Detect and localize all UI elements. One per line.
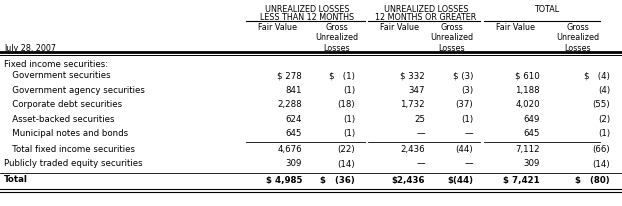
Text: 841: 841 <box>285 85 302 95</box>
Text: Fair Value: Fair Value <box>381 23 419 32</box>
Text: 25: 25 <box>414 115 425 124</box>
Text: 4,676: 4,676 <box>277 145 302 154</box>
Text: (44): (44) <box>455 145 473 154</box>
Text: (66): (66) <box>592 145 610 154</box>
Text: $ (3): $ (3) <box>453 71 473 80</box>
Text: 12 MONTHS OR GREATER: 12 MONTHS OR GREATER <box>375 13 476 22</box>
Text: —: — <box>416 159 425 169</box>
Text: (37): (37) <box>455 100 473 109</box>
Text: Gross
Unrealized
Losses: Gross Unrealized Losses <box>315 23 358 53</box>
Text: (14): (14) <box>337 159 355 169</box>
Text: 645: 645 <box>524 129 540 138</box>
Text: Fair Value: Fair Value <box>496 23 536 32</box>
Text: Publicly traded equity securities: Publicly traded equity securities <box>4 159 142 169</box>
Text: (3): (3) <box>461 85 473 95</box>
Text: 2,288: 2,288 <box>277 100 302 109</box>
Text: (1): (1) <box>598 129 610 138</box>
Text: (1): (1) <box>343 115 355 124</box>
Text: Total: Total <box>4 176 28 185</box>
Text: 4,020: 4,020 <box>516 100 540 109</box>
Text: —: — <box>465 159 473 169</box>
Text: (1): (1) <box>461 115 473 124</box>
Text: (18): (18) <box>337 100 355 109</box>
Text: LESS THAN 12 MONTHS: LESS THAN 12 MONTHS <box>261 13 355 22</box>
Text: Total fixed income securities: Total fixed income securities <box>4 145 135 154</box>
Text: $(44): $(44) <box>447 176 473 185</box>
Text: 309: 309 <box>285 159 302 169</box>
Text: 645: 645 <box>285 129 302 138</box>
Text: —: — <box>465 129 473 138</box>
Text: Government securities: Government securities <box>4 71 111 80</box>
Text: (1): (1) <box>343 129 355 138</box>
Text: 649: 649 <box>524 115 540 124</box>
Text: 624: 624 <box>285 115 302 124</box>
Text: $ 278: $ 278 <box>277 71 302 80</box>
Text: —: — <box>416 129 425 138</box>
Text: $   (80): $ (80) <box>575 176 610 185</box>
Text: $ 610: $ 610 <box>515 71 540 80</box>
Text: Fixed income securities:: Fixed income securities: <box>4 60 108 69</box>
Text: $ 332: $ 332 <box>400 71 425 80</box>
Text: (55): (55) <box>592 100 610 109</box>
Text: 347: 347 <box>409 85 425 95</box>
Text: UNREALIZED LOSSES: UNREALIZED LOSSES <box>384 5 468 14</box>
Text: (14): (14) <box>592 159 610 169</box>
Text: UNREALIZED LOSSES: UNREALIZED LOSSES <box>265 5 350 14</box>
Text: (2): (2) <box>598 115 610 124</box>
Text: $   (1): $ (1) <box>329 71 355 80</box>
Text: 1,732: 1,732 <box>401 100 425 109</box>
Text: (22): (22) <box>337 145 355 154</box>
Text: (1): (1) <box>343 85 355 95</box>
Text: Gross
Unrealized
Losses: Gross Unrealized Losses <box>557 23 600 53</box>
Text: Municipal notes and bonds: Municipal notes and bonds <box>4 129 128 138</box>
Text: 7,112: 7,112 <box>516 145 540 154</box>
Text: $2,436: $2,436 <box>391 176 425 185</box>
Text: Government agency securities: Government agency securities <box>4 85 145 95</box>
Text: $   (4): $ (4) <box>584 71 610 80</box>
Text: 1,188: 1,188 <box>516 85 540 95</box>
Text: $   (36): $ (36) <box>320 176 355 185</box>
Text: TOTAL: TOTAL <box>534 5 560 14</box>
Text: $ 7,421: $ 7,421 <box>503 176 540 185</box>
Text: 2,436: 2,436 <box>401 145 425 154</box>
Text: $ 4,985: $ 4,985 <box>266 176 302 185</box>
Text: Corporate debt securities: Corporate debt securities <box>4 100 122 109</box>
Text: Fair Value: Fair Value <box>259 23 297 32</box>
Text: Gross
Unrealized
Losses: Gross Unrealized Losses <box>430 23 473 53</box>
Text: July 28, 2007: July 28, 2007 <box>4 44 56 53</box>
Text: (4): (4) <box>598 85 610 95</box>
Text: Asset-backed securities: Asset-backed securities <box>4 115 114 124</box>
Text: 309: 309 <box>524 159 540 169</box>
